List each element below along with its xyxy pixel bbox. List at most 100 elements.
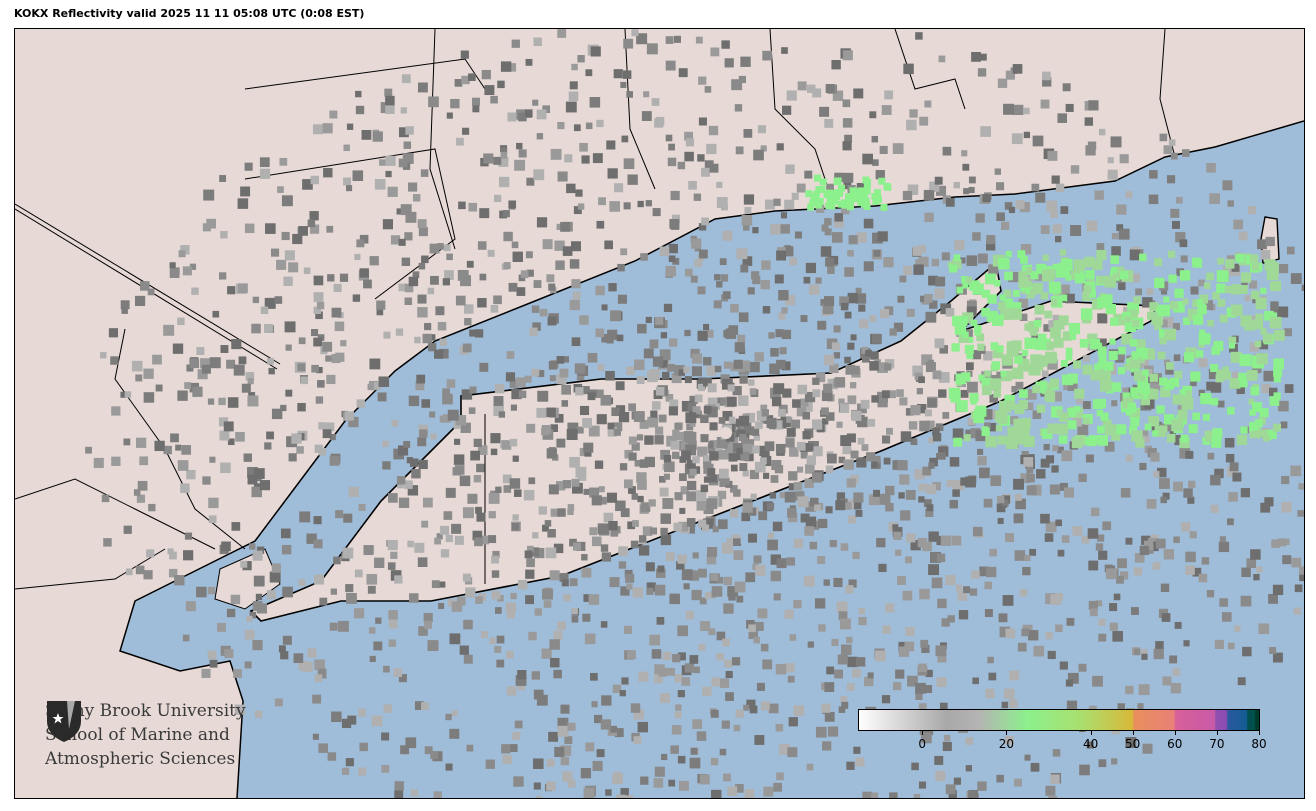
radar-pixel	[690, 275, 698, 283]
radar-pixel	[390, 235, 401, 245]
radar-pixel	[256, 546, 265, 554]
radar-pixel	[601, 695, 612, 706]
radar-pixel	[475, 596, 483, 604]
radar-pixel	[1020, 433, 1030, 443]
radar-pixel	[219, 430, 230, 441]
radar-pixel	[1078, 663, 1087, 672]
radar-pixel	[900, 510, 911, 521]
radar-pixel	[636, 376, 645, 385]
radar-pixel	[683, 583, 690, 590]
radar-pixel	[810, 193, 818, 201]
radar-pixel	[167, 548, 174, 555]
radar-pixel	[588, 594, 600, 605]
radar-pixel	[555, 481, 566, 491]
radar-pixel	[718, 449, 729, 460]
radar-pixel	[493, 295, 502, 305]
radar-pixel	[493, 396, 504, 406]
radar-pixel	[326, 225, 334, 233]
radar-pixel	[1225, 259, 1235, 269]
radar-pixel	[878, 563, 887, 573]
radar-pixel	[567, 508, 574, 516]
radar-pixel	[414, 701, 424, 710]
radar-pixel	[543, 600, 552, 608]
radar-pixel	[962, 163, 970, 171]
radar-pixel	[789, 447, 799, 457]
radar-pixel	[464, 318, 472, 326]
radar-pixel	[705, 329, 714, 338]
mainland	[15, 29, 1304, 798]
radar-pixel	[641, 111, 652, 121]
radar-pixel	[740, 264, 749, 273]
radar-pixel	[459, 645, 469, 655]
radar-pixel	[1117, 558, 1127, 569]
radar-pixel	[1137, 383, 1147, 393]
radar-pixel	[647, 371, 658, 383]
radar-pixel	[264, 442, 272, 450]
radar-pixel	[689, 757, 701, 769]
radar-pixel	[976, 333, 985, 342]
radar-pixel	[956, 320, 966, 330]
radar-pixel	[1040, 292, 1049, 300]
radar-pixel	[445, 763, 453, 771]
radar-pixel	[531, 671, 540, 680]
radar-pixel	[1117, 367, 1126, 375]
radar-pixel	[1249, 421, 1259, 432]
radar-pixel	[665, 60, 676, 71]
radar-pixel	[986, 566, 997, 578]
radar-pixel	[462, 343, 472, 353]
radar-pixel	[855, 287, 862, 294]
radar-pixel	[255, 593, 263, 601]
radar-pixel	[1017, 359, 1030, 371]
radar-pixel	[1097, 425, 1105, 434]
radar-pixel	[692, 406, 701, 415]
radar-pixel	[1210, 397, 1219, 406]
radar-pixel	[669, 338, 678, 347]
radar-pixel	[1281, 475, 1290, 485]
radar-pixel	[720, 274, 729, 282]
radar-pixel	[698, 117, 707, 126]
radar-pixel	[669, 593, 680, 605]
radar-map[interactable]: Stony Brook University School of Marine …	[14, 28, 1305, 799]
radar-pixel	[1229, 462, 1239, 472]
radar-pixel	[710, 573, 719, 582]
radar-pixel	[750, 493, 757, 500]
radar-pixel	[640, 776, 649, 785]
radar-pixel	[771, 460, 782, 471]
radar-pixel	[876, 537, 886, 548]
radar-pixel	[788, 471, 798, 481]
radar-pixel	[1224, 285, 1232, 294]
radar-pixel	[1118, 346, 1126, 355]
radar-pixel	[982, 289, 991, 298]
radar-pixel	[430, 275, 439, 285]
radar-pixel	[1002, 595, 1014, 606]
radar-pixel	[1138, 684, 1150, 696]
radar-pixel	[787, 747, 798, 758]
radar-pixel	[443, 244, 451, 252]
radar-pixel	[315, 396, 324, 404]
radar-pixel	[196, 347, 205, 356]
radar-pixel	[529, 327, 538, 336]
radar-pixel	[689, 655, 699, 664]
radar-pixel	[1281, 502, 1292, 513]
radar-pixel	[665, 265, 676, 277]
radar-pixel	[815, 201, 823, 209]
radar-pixel	[1158, 329, 1168, 338]
radar-pixel	[1126, 309, 1138, 321]
radar-pixel	[1130, 417, 1140, 427]
radar-pixel	[428, 342, 437, 352]
radar-pixel	[571, 478, 580, 487]
radar-pixel	[846, 636, 853, 644]
radar-pixel	[230, 594, 241, 605]
radar-pixel	[417, 437, 427, 447]
radar-pixel	[1260, 502, 1271, 513]
radar-pixel	[847, 249, 854, 257]
reflectivity-colorbar	[858, 709, 1260, 731]
radar-pixel	[1199, 329, 1206, 336]
radar-pixel	[1003, 289, 1012, 298]
radar-pixel	[1165, 366, 1174, 375]
radar-pixel	[605, 370, 615, 381]
radar-pixel	[184, 532, 193, 540]
radar-pixel	[993, 390, 1001, 398]
radar-pixel	[595, 328, 605, 338]
radar-pixel	[147, 288, 155, 296]
